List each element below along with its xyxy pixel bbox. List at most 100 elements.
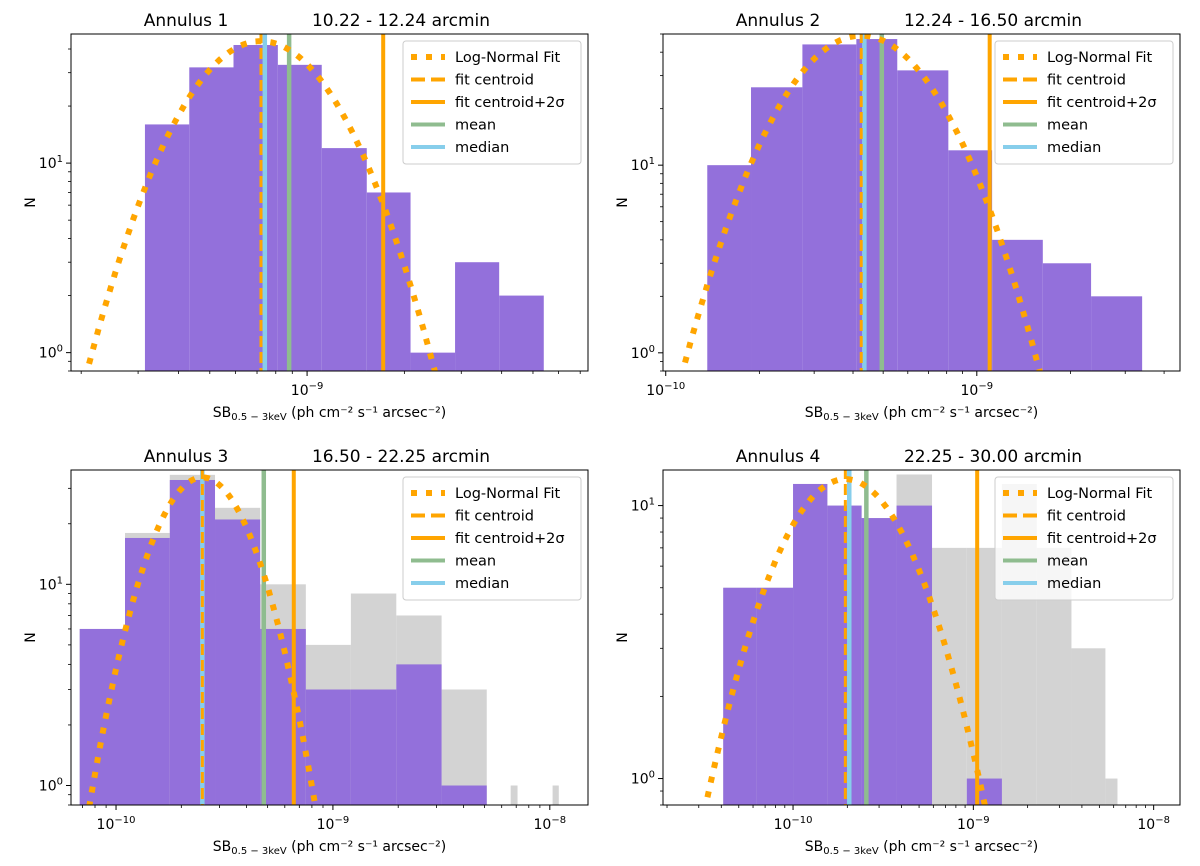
x-label-units: (ph cm⁻² s⁻¹ arcsec⁻²) xyxy=(879,405,1038,421)
panel-title-radius: 10.22 - 12.24 arcmin xyxy=(312,11,490,31)
hist-bar xyxy=(707,165,752,371)
hist-bar xyxy=(1042,263,1092,371)
y-tick-exponent: 0 xyxy=(57,344,63,355)
hist-full-bar xyxy=(510,785,518,805)
hist-bar xyxy=(350,689,397,805)
hist-full-bar xyxy=(552,785,559,805)
y-tick-label: 101 xyxy=(631,497,655,515)
legend-label: fit centroid xyxy=(1047,73,1126,89)
axes-frame xyxy=(662,469,1181,806)
plot-area xyxy=(84,34,544,371)
panel-title-radius: 12.24 - 16.50 arcmin xyxy=(904,11,1082,31)
hist-bar xyxy=(992,239,1043,371)
x-tick-label: 10−9 xyxy=(957,815,990,833)
x-tick-exponent: −9 xyxy=(978,381,993,392)
x-tick-exponent: −10 xyxy=(114,815,135,826)
x-label-main: SB xyxy=(805,839,824,855)
panel-title-radius: 16.50 - 22.25 arcmin xyxy=(312,447,490,467)
x-axis-label: SB0.5 − 3keV (ph cm⁻² s⁻¹ arcsec⁻²) xyxy=(213,839,446,857)
y-tick-base: 10 xyxy=(39,779,57,795)
y-axis-label: N xyxy=(615,632,631,642)
legend: Log-Normal Fit fit centroid fit centroid+2… xyxy=(994,476,1174,601)
hist-bar xyxy=(277,64,322,371)
x-tick-label: 10−9 xyxy=(317,815,350,833)
hist-bar xyxy=(793,483,828,805)
y-tick-exponent: 0 xyxy=(649,344,655,355)
hist-bar xyxy=(144,124,190,371)
hist-bar xyxy=(756,587,794,805)
x-label-units: (ph cm⁻² s⁻¹ arcsec⁻²) xyxy=(287,405,446,421)
legend-box xyxy=(994,476,1174,601)
hist-bar xyxy=(751,87,803,371)
hist-bar xyxy=(723,587,757,805)
legend-label: mean xyxy=(1047,118,1088,134)
plot-area xyxy=(702,470,1118,805)
panel-title-annulus: Annulus 1 xyxy=(144,11,229,31)
y-tick-label: 101 xyxy=(39,154,63,172)
y-tick-label: 100 xyxy=(631,770,655,788)
legend: Log-Normal Fit fit centroid fit centroid+2… xyxy=(402,476,582,601)
plot-area xyxy=(79,470,559,805)
hist-full-bar xyxy=(1105,778,1118,805)
panel-title-annulus: Annulus 2 xyxy=(736,11,821,31)
legend-box xyxy=(994,40,1174,165)
hist-bar xyxy=(455,262,500,371)
x-label-main: SB xyxy=(213,839,232,855)
y-tick-base: 10 xyxy=(631,499,649,515)
legend: Log-Normal Fit fit centroid fit centroid+2… xyxy=(994,40,1174,165)
y-tick-exponent: 1 xyxy=(649,497,655,508)
y-tick-exponent: 1 xyxy=(57,154,63,165)
legend-label: mean xyxy=(1047,554,1088,570)
x-label-main: SB xyxy=(213,405,232,421)
x-tick-label: 10−10 xyxy=(774,815,813,833)
panel-title-annulus: Annulus 4 xyxy=(736,447,821,467)
hist-bar xyxy=(897,70,949,371)
legend-label: fit centroid+2σ xyxy=(1047,531,1157,547)
x-axis-label: SB0.5 − 3keV (ph cm⁻² s⁻¹ arcsec⁻²) xyxy=(805,839,1038,857)
legend-label: median xyxy=(1047,140,1101,156)
panel-title-annulus: Annulus 3 xyxy=(144,447,229,467)
y-tick-label: 100 xyxy=(39,777,63,795)
y-axis-label: N xyxy=(615,197,631,207)
panel-title-radius: 22.25 - 30.00 arcmin xyxy=(904,447,1082,467)
legend: Log-Normal Fit fit centroid fit centroid+2… xyxy=(402,40,582,165)
y-tick-label: 101 xyxy=(39,575,63,593)
x-tick-label: 10−8 xyxy=(534,815,567,833)
log-normal-fit-curve xyxy=(84,38,438,371)
y-tick-label: 100 xyxy=(39,344,63,362)
y-tick-label: 100 xyxy=(631,344,655,362)
x-label-subscript: 0.5 − 3keV xyxy=(823,412,879,423)
y-axis-label: N xyxy=(23,632,39,642)
x-tick-exponent: −10 xyxy=(664,381,685,392)
legend-label: Log-Normal Fit xyxy=(455,486,561,502)
x-tick-label: 10−8 xyxy=(1137,815,1170,833)
x-label-subscript: 0.5 − 3keV xyxy=(231,412,287,423)
y-tick-base: 10 xyxy=(39,156,57,172)
x-tick-exponent: −9 xyxy=(309,381,324,392)
hist-bar xyxy=(499,295,544,371)
hist-bar xyxy=(260,628,306,805)
axes-frame xyxy=(70,33,589,372)
y-tick-exponent: 0 xyxy=(57,777,63,788)
y-tick-base: 10 xyxy=(631,772,649,788)
legend-box xyxy=(402,476,582,601)
x-tick-exponent: −9 xyxy=(975,815,990,826)
y-tick-base: 10 xyxy=(39,346,57,362)
hist-bar xyxy=(896,505,933,805)
hist-bar xyxy=(215,519,261,805)
y-axis-label: N xyxy=(23,197,39,207)
hist-bar xyxy=(125,537,170,805)
axes-frame xyxy=(70,469,589,806)
x-tick-label: 10−9 xyxy=(291,381,324,399)
x-tick-exponent: −10 xyxy=(791,815,812,826)
hist-bar xyxy=(305,689,351,805)
log-normal-fit-curve xyxy=(702,476,988,805)
x-label-main: SB xyxy=(805,405,824,421)
hist-full-bar xyxy=(1071,648,1106,805)
x-tick-label: 10−10 xyxy=(97,815,136,833)
x-axis-label: SB0.5 − 3keV (ph cm⁻² s⁻¹ arcsec⁻²) xyxy=(805,405,1038,423)
x-label-units: (ph cm⁻² s⁻¹ arcsec⁻²) xyxy=(287,839,446,855)
y-tick-base: 10 xyxy=(39,577,57,593)
